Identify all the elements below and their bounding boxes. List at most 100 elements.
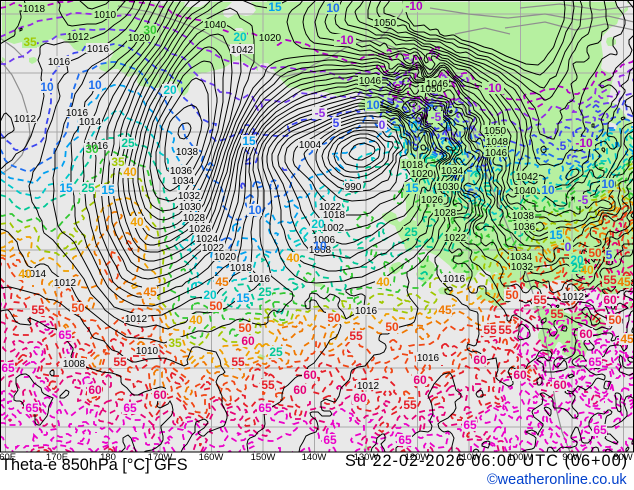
svg-text:1004: 1004	[299, 140, 322, 151]
svg-text:55: 55	[498, 323, 512, 337]
svg-text:1016: 1016	[443, 274, 466, 285]
svg-text:1036: 1036	[170, 166, 193, 177]
svg-text:1050: 1050	[484, 126, 507, 137]
svg-text:-5: -5	[578, 193, 589, 207]
svg-text:130W: 130W	[354, 452, 379, 463]
svg-text:10: 10	[248, 203, 262, 217]
svg-text:55: 55	[403, 398, 417, 412]
svg-text:40: 40	[580, 263, 594, 277]
svg-text:100W: 100W	[508, 452, 533, 463]
svg-text:55: 55	[603, 273, 617, 287]
svg-text:10: 10	[601, 177, 615, 191]
svg-text:35: 35	[23, 35, 37, 49]
svg-text:25: 25	[571, 261, 585, 275]
svg-text:35: 35	[168, 336, 182, 350]
svg-text:110W: 110W	[457, 452, 481, 463]
svg-text:1034: 1034	[510, 252, 533, 263]
svg-text:15: 15	[549, 228, 563, 242]
svg-text:1030: 1030	[179, 202, 202, 213]
svg-text:20: 20	[203, 288, 217, 302]
svg-text:50: 50	[327, 311, 341, 325]
svg-text:60: 60	[153, 388, 167, 402]
svg-text:60: 60	[579, 327, 593, 341]
svg-text:1016: 1016	[48, 57, 71, 68]
svg-text:20: 20	[163, 83, 177, 97]
svg-text:1022: 1022	[444, 233, 467, 244]
svg-text:160E: 160E	[0, 452, 16, 463]
svg-text:50: 50	[71, 301, 85, 315]
svg-text:5: 5	[606, 248, 613, 262]
svg-text:50: 50	[505, 288, 519, 302]
svg-text:1034: 1034	[172, 176, 195, 187]
svg-text:55: 55	[113, 355, 127, 369]
svg-text:1020: 1020	[259, 33, 282, 44]
svg-text:65: 65	[258, 401, 272, 415]
svg-text:1016: 1016	[248, 274, 271, 285]
svg-text:55: 55	[261, 378, 275, 392]
svg-text:25: 25	[121, 136, 135, 150]
svg-text:1016: 1016	[87, 44, 110, 55]
svg-text:1038: 1038	[176, 147, 199, 158]
svg-text:1022: 1022	[202, 243, 225, 254]
svg-text:1010: 1010	[136, 346, 159, 357]
svg-text:1020: 1020	[411, 169, 434, 180]
svg-text:1046: 1046	[485, 148, 508, 159]
svg-text:1032: 1032	[511, 262, 534, 273]
svg-text:65: 65	[123, 401, 137, 415]
svg-text:1010: 1010	[94, 10, 117, 21]
svg-text:80W: 80W	[613, 452, 633, 463]
svg-text:45: 45	[620, 332, 634, 346]
svg-text:170E: 170E	[46, 452, 68, 463]
svg-text:10: 10	[541, 183, 555, 197]
svg-text:1018: 1018	[401, 160, 424, 171]
svg-text:1024: 1024	[196, 234, 219, 245]
svg-text:1046: 1046	[359, 76, 382, 87]
svg-text:60: 60	[303, 368, 317, 382]
svg-text:1028: 1028	[434, 208, 457, 219]
svg-text:1012: 1012	[14, 114, 37, 125]
svg-text:180: 180	[100, 452, 116, 463]
svg-text:45: 45	[215, 275, 229, 289]
svg-text:5: 5	[560, 139, 567, 153]
svg-text:1012: 1012	[357, 381, 380, 392]
svg-text:1012: 1012	[54, 278, 77, 289]
svg-text:1012: 1012	[125, 314, 148, 325]
svg-text:60: 60	[293, 383, 307, 397]
svg-text:45: 45	[143, 285, 157, 299]
svg-text:1018: 1018	[323, 210, 346, 221]
svg-text:1040: 1040	[204, 20, 227, 31]
svg-text:1008: 1008	[63, 359, 86, 370]
svg-text:65: 65	[58, 328, 72, 342]
svg-text:25: 25	[81, 181, 95, 195]
svg-text:1006: 1006	[313, 235, 336, 246]
svg-text:10: 10	[88, 78, 102, 92]
svg-text:65: 65	[593, 423, 607, 437]
svg-text:1018: 1018	[23, 4, 46, 15]
svg-text:1018: 1018	[230, 263, 253, 274]
svg-text:60: 60	[473, 353, 487, 367]
svg-text:120W: 120W	[405, 452, 430, 463]
svg-text:5: 5	[333, 116, 340, 130]
svg-text:1026: 1026	[421, 195, 444, 206]
svg-text:35: 35	[111, 155, 125, 169]
svg-text:20: 20	[570, 253, 584, 267]
svg-text:140W: 140W	[302, 452, 327, 463]
svg-text:50: 50	[588, 246, 602, 260]
svg-text:20: 20	[233, 30, 247, 44]
svg-text:55: 55	[533, 293, 547, 307]
svg-text:160W: 160W	[199, 452, 224, 463]
svg-text:-10: -10	[405, 0, 423, 13]
svg-text:1012: 1012	[562, 292, 585, 303]
svg-text:65: 65	[588, 355, 602, 369]
svg-text:1046: 1046	[426, 79, 449, 90]
svg-text:50: 50	[608, 313, 622, 327]
svg-text:55: 55	[349, 329, 363, 343]
svg-text:Theta-e 850hPa [°C] GFS: Theta-e 850hPa [°C] GFS	[1, 456, 188, 474]
svg-text:1020: 1020	[214, 252, 237, 263]
svg-text:1042: 1042	[516, 172, 539, 183]
svg-text:1014: 1014	[24, 269, 47, 280]
svg-text:15: 15	[101, 183, 115, 197]
svg-text:15: 15	[236, 291, 250, 305]
svg-text:45: 45	[617, 275, 631, 289]
svg-text:1030: 1030	[437, 182, 460, 193]
